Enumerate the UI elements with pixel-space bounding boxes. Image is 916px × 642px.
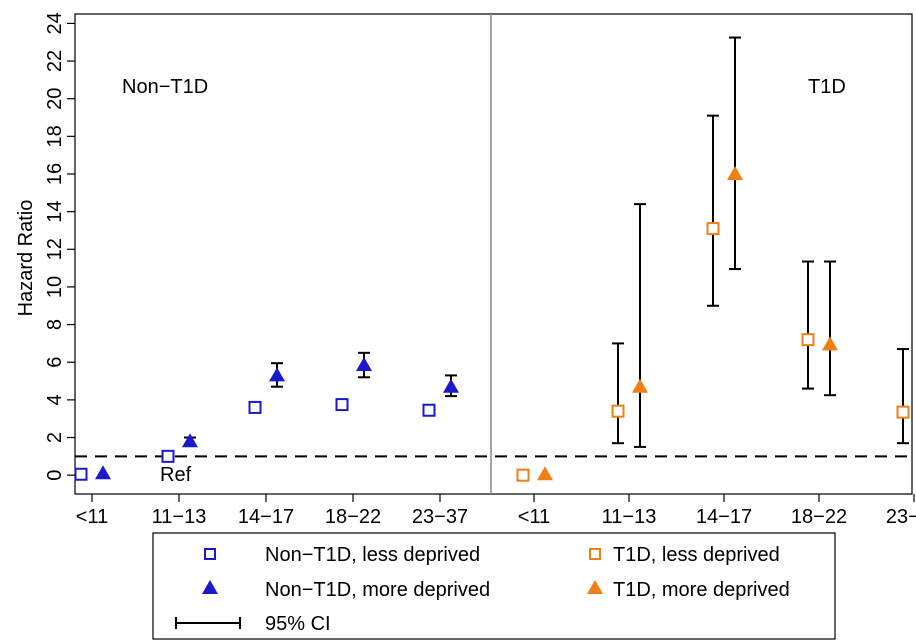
point-t1d-more-deprived-0: [537, 466, 553, 481]
ci-t1d-more-deprived-1: [634, 203, 646, 448]
y-tick-label-8: 8: [44, 319, 66, 330]
point-t1d-more-deprived-1: [632, 378, 648, 393]
x-tick-label-p1-3: 18−22: [791, 506, 847, 528]
y-tick-label-6: 6: [44, 357, 66, 368]
legend-label-non-t1d-more: Non−T1D, more deprived: [265, 579, 490, 601]
panel-label-non-t1d: Non−T1D: [122, 76, 208, 98]
legend-label-non-t1d-less: Non−T1D, less deprived: [265, 544, 480, 566]
point-non-t1d-less-deprived-2: [248, 400, 262, 414]
legend-ci-marker: [175, 617, 241, 629]
x-tick-label-p0-2: 14−17: [238, 506, 294, 528]
plot-frame: [74, 13, 913, 495]
point-non-t1d-more-deprived-0: [95, 465, 111, 480]
legend-label-t1d-less: T1D, less deprived: [613, 544, 780, 566]
y-tick-label-0: 0: [44, 470, 66, 481]
point-t1d-less-deprived-3: [801, 333, 815, 347]
y-tick-label-22: 22: [44, 50, 66, 72]
legend-box: [152, 532, 836, 640]
point-non-t1d-less-deprived-4: [422, 403, 436, 417]
x-tick-label-p0-3: 18−22: [325, 506, 381, 528]
ci-t1d-more-deprived-3: [824, 260, 836, 397]
x-tick-label-p1-1: 11−13: [602, 506, 657, 528]
x-tick-label-p0-0: <11: [76, 506, 108, 528]
legend-marker-non-t1d-more: [202, 580, 218, 594]
legend-label-t1d-more: T1D, more deprived: [613, 579, 790, 601]
point-non-t1d-less-deprived-3: [335, 398, 349, 412]
ci-t1d-less-deprived-3: [802, 260, 814, 390]
panel-label-t1d: T1D: [808, 76, 846, 98]
point-t1d-less-deprived-1: [611, 404, 625, 418]
y-tick-label-24: 24: [44, 12, 66, 34]
point-non-t1d-more-deprived-4: [443, 378, 459, 393]
point-t1d-less-deprived-0: [516, 468, 530, 482]
x-tick-label-p0-4: 23−37: [412, 506, 468, 528]
y-tick-label-10: 10: [44, 276, 66, 298]
point-t1d-more-deprived-2: [727, 166, 743, 180]
x-tick-label-p1-0: <11: [518, 506, 550, 528]
x-tick-label-p0-1: 11−13: [152, 506, 207, 528]
y-axis-label: Hazard Ratio: [15, 200, 37, 317]
point-non-t1d-less-deprived-0: [74, 467, 88, 481]
legend-marker-t1d-less: [589, 548, 601, 560]
point-t1d-more-deprived-3: [822, 336, 838, 351]
y-tick-label-2: 2: [44, 432, 66, 443]
point-non-t1d-more-deprived-3: [356, 357, 372, 372]
legend-marker-t1d-more: [587, 580, 603, 594]
legend-marker-non-t1d-less: [204, 548, 216, 560]
point-t1d-less-deprived-2: [706, 222, 720, 236]
point-non-t1d-less-deprived-1: [161, 449, 175, 463]
y-tick-label-16: 16: [44, 163, 66, 185]
ci-t1d-less-deprived-2: [707, 114, 719, 307]
ci-t1d-less-deprived-1: [612, 342, 624, 445]
point-non-t1d-more-deprived-1: [182, 433, 198, 448]
legend: Non−T1D, less deprived T1D, less deprive…: [152, 532, 836, 640]
point-non-t1d-more-deprived-2: [269, 367, 285, 382]
ci-t1d-more-deprived-2: [729, 36, 741, 271]
y-tick-label-12: 12: [44, 238, 66, 260]
y-tick-label-14: 14: [44, 201, 66, 223]
y-tick-label-18: 18: [44, 125, 66, 147]
x-tick-label-p1-4: 23−37: [886, 506, 916, 528]
y-tick-label-20: 20: [44, 88, 66, 110]
y-tick-label-4: 4: [44, 394, 66, 405]
ci-t1d-less-deprived-4: [897, 348, 909, 445]
point-t1d-less-deprived-4: [896, 405, 910, 419]
x-tick-label-p1-2: 14−17: [696, 506, 752, 528]
reference-label: Ref: [160, 464, 192, 486]
legend-label-ci: 95% CI: [265, 613, 331, 635]
